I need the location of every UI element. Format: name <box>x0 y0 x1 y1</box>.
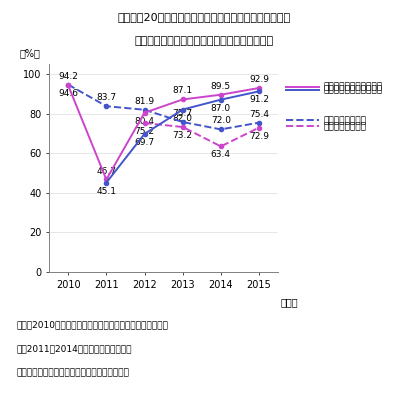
Text: （注）2010年は選択肢にスマートフォン無し、パソコンは: （注）2010年は選択肢にスマートフォン無し、パソコンは <box>16 320 168 329</box>
Text: 81.9: 81.9 <box>135 97 155 106</box>
Text: 46.7: 46.7 <box>97 166 116 176</box>
Text: 73.2: 73.2 <box>173 131 193 140</box>
Text: 83.7: 83.7 <box>96 93 117 102</box>
Text: 82.0: 82.0 <box>173 114 193 122</box>
Text: 75.4: 75.4 <box>249 110 269 119</box>
Text: 75.2: 75.2 <box>135 127 155 136</box>
Text: 94.6: 94.6 <box>58 88 78 98</box>
Text: 94.2: 94.2 <box>58 72 78 82</box>
Text: 89.5: 89.5 <box>211 82 231 91</box>
Text: 91.2: 91.2 <box>249 95 269 104</box>
Text: 2011〜2014年は自宅のパソコン。: 2011〜2014年は自宅のパソコン。 <box>16 344 132 353</box>
Text: スマートフォン（男性）: スマートフォン（男性） <box>323 86 382 95</box>
Text: パソコン（女性）: パソコン（女性） <box>323 122 366 131</box>
Text: 72.0: 72.0 <box>211 116 231 126</box>
Text: 75.7: 75.7 <box>173 109 193 118</box>
Text: 87.1: 87.1 <box>173 86 193 96</box>
Text: （年）: （年） <box>281 297 298 307</box>
Text: 45.1: 45.1 <box>97 187 116 196</box>
Text: 図表４　20代のインターネット利用者のインターネット: 図表４ 20代のインターネット利用者のインターネット <box>118 12 291 22</box>
Text: 利用機器（パソコン・スマートフォン）の推移: 利用機器（パソコン・スマートフォン）の推移 <box>135 36 274 46</box>
Text: 72.9: 72.9 <box>249 132 269 140</box>
Text: スマートフォン（女性）: スマートフォン（女性） <box>323 82 382 91</box>
Text: パソコン（男性）: パソコン（男性） <box>323 116 366 125</box>
Text: （%）: （%） <box>19 48 40 58</box>
Text: 63.4: 63.4 <box>211 150 231 159</box>
Text: 69.7: 69.7 <box>135 138 155 147</box>
Text: （資料）総務省「通信利用動向調査」より作成: （資料）総務省「通信利用動向調査」より作成 <box>16 368 129 377</box>
Text: 87.0: 87.0 <box>211 104 231 113</box>
Text: 80.4: 80.4 <box>135 117 155 126</box>
Text: 92.9: 92.9 <box>249 75 269 84</box>
